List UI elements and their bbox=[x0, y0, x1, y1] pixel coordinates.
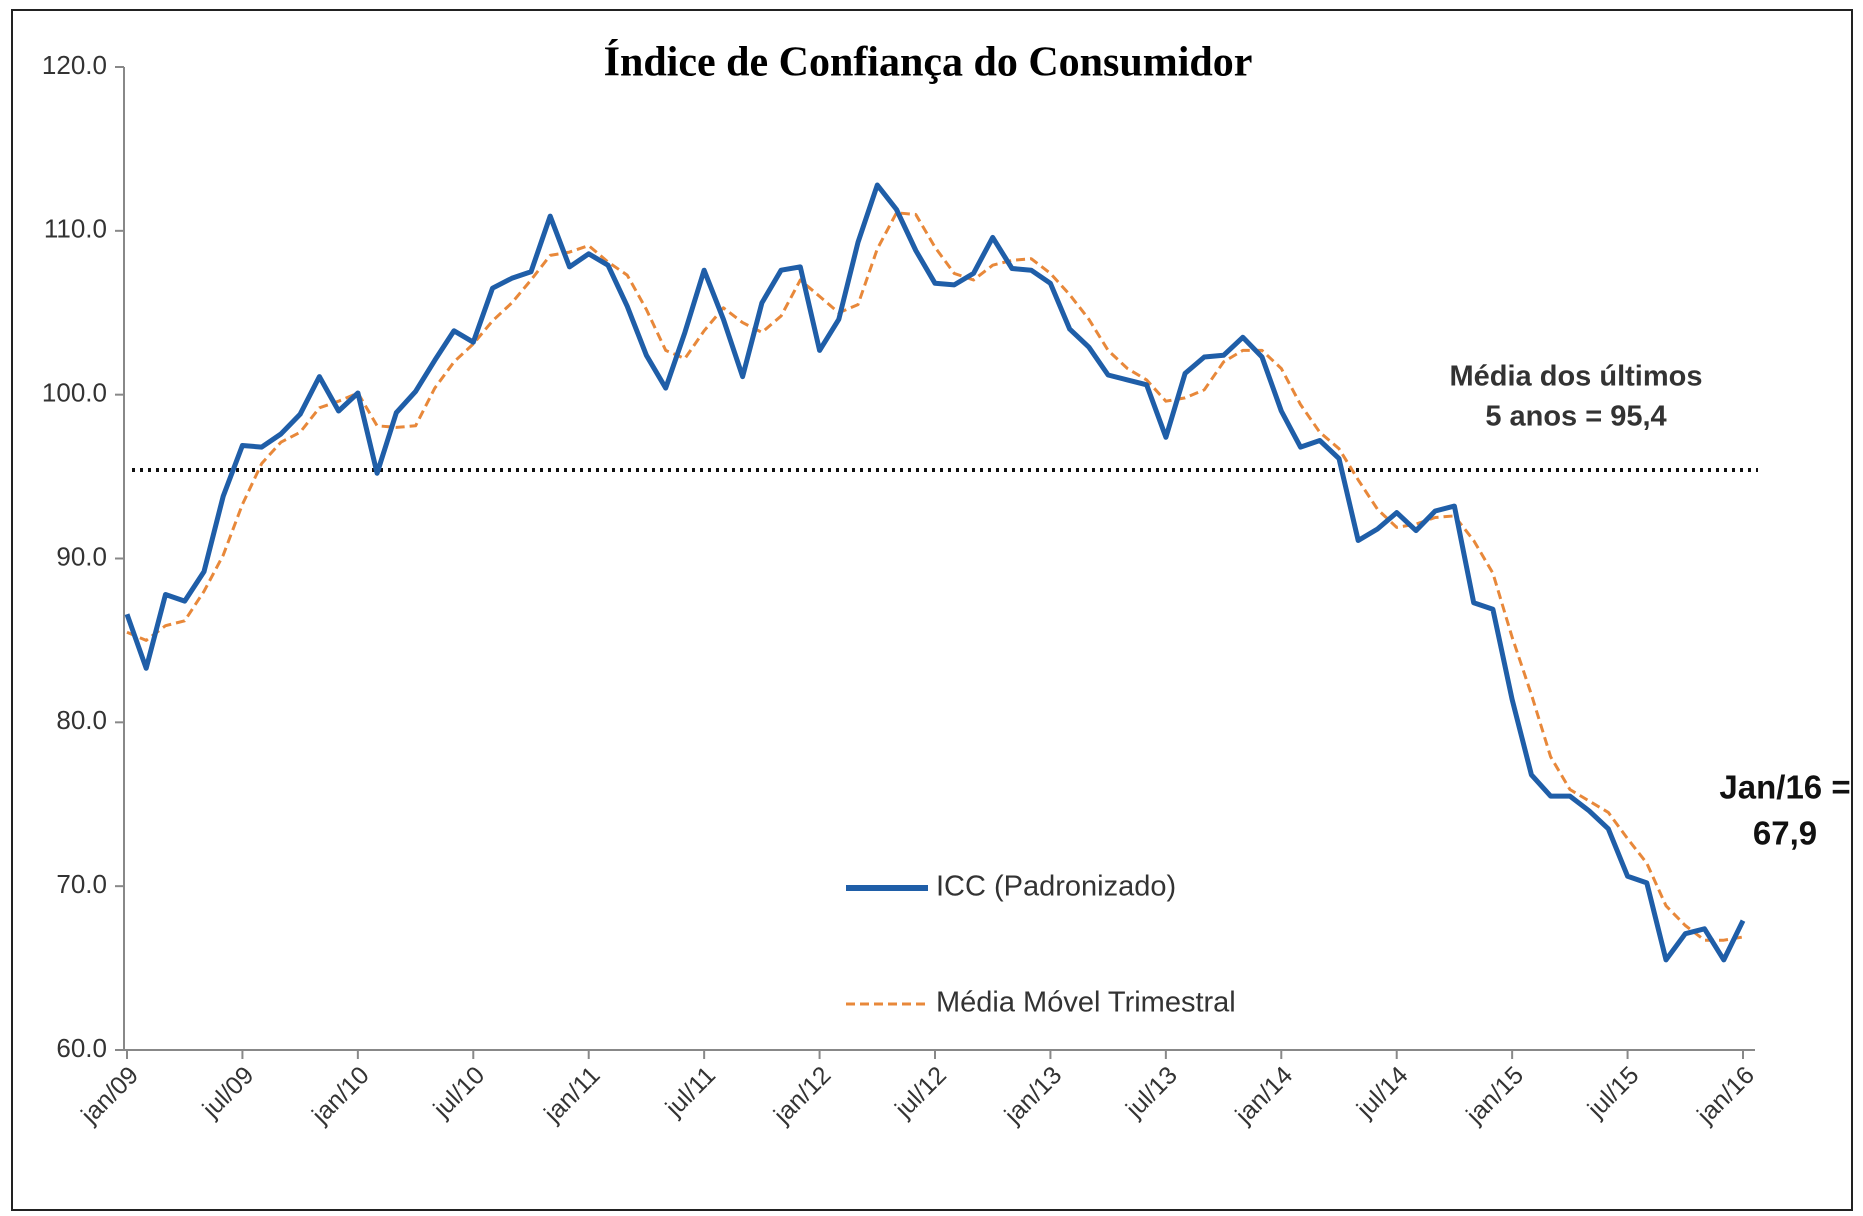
reference-label: Média dos últimos bbox=[1450, 361, 1703, 393]
y-tick-label: 100.0 bbox=[42, 378, 107, 408]
reference-label: 5 anos = 95,4 bbox=[1485, 401, 1666, 433]
frame bbox=[11, 9, 1853, 1211]
y-tick-label: 90.0 bbox=[56, 541, 107, 571]
chart-title: Índice de Confiança do Consumidor bbox=[604, 39, 1253, 86]
annotation: Jan/16 = bbox=[1719, 769, 1850, 806]
y-tick-label: 70.0 bbox=[56, 869, 107, 899]
series-line bbox=[126, 211, 1744, 942]
y-tick-label: 110.0 bbox=[44, 214, 107, 244]
annotation: 67,9 bbox=[1753, 815, 1817, 852]
y-tick-label: 60.0 bbox=[56, 1033, 107, 1063]
series-line bbox=[124, 182, 1746, 963]
legend-label: ICC (Padronizado) bbox=[936, 871, 1176, 903]
legend-label: Média Móvel Trimestral bbox=[936, 987, 1236, 1019]
y-tick-label: 120.0 bbox=[42, 50, 107, 80]
y-tick-label: 80.0 bbox=[56, 705, 107, 735]
